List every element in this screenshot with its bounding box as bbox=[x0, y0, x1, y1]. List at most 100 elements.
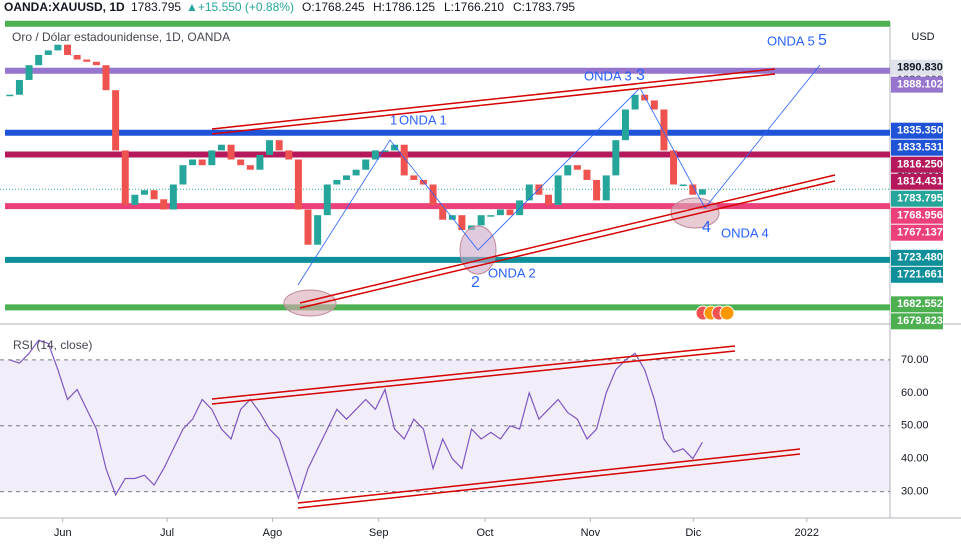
candle bbox=[410, 175, 418, 180]
candle bbox=[400, 144, 408, 176]
price-tag-label: 1833.531 bbox=[897, 142, 943, 154]
y-tick-label: 60.00 bbox=[901, 387, 929, 399]
price-tag bbox=[891, 76, 943, 93]
event-icon[interactable] bbox=[719, 305, 735, 321]
candle bbox=[246, 165, 254, 170]
x-tick-label: 2022 bbox=[795, 527, 819, 539]
price-tag bbox=[891, 249, 943, 266]
axis-layer: 1800.0001880.0001890.8301888.1021835.350… bbox=[54, 59, 943, 539]
header: OANDA:XAUUSD, 1D 1783.795 ▲+15.550 (+0.8… bbox=[4, 0, 935, 352]
candle bbox=[169, 184, 177, 210]
wave-label: ONDA 4 bbox=[721, 225, 769, 240]
candle bbox=[352, 169, 360, 176]
trend-line bbox=[211, 68, 776, 130]
price-tag-label: 1888.102 bbox=[897, 79, 943, 91]
candle bbox=[102, 65, 110, 91]
candle bbox=[179, 165, 187, 185]
candle bbox=[160, 199, 168, 210]
wave-label: ONDA 1 bbox=[399, 112, 447, 127]
candle bbox=[381, 150, 389, 152]
x-tick-label: Sep bbox=[369, 527, 389, 539]
candle bbox=[314, 215, 322, 245]
candle bbox=[217, 144, 225, 151]
price-tag-label: 1890.830 bbox=[897, 62, 943, 74]
candle bbox=[612, 140, 620, 176]
y-tick-label: 40.00 bbox=[901, 453, 929, 465]
candle bbox=[131, 194, 139, 205]
candle bbox=[477, 215, 485, 226]
candle bbox=[602, 175, 610, 201]
candle bbox=[621, 109, 629, 141]
price-tag bbox=[891, 207, 943, 224]
candle bbox=[83, 59, 91, 62]
candle bbox=[54, 44, 62, 51]
candle bbox=[391, 144, 399, 151]
candle bbox=[593, 179, 601, 201]
high: H:1786.125 bbox=[373, 0, 435, 14]
candle bbox=[121, 150, 129, 205]
candle bbox=[496, 209, 504, 216]
candle bbox=[112, 90, 120, 151]
wave-number: 5 bbox=[818, 32, 827, 49]
symbol: OANDA:XAUUSD, 1D bbox=[4, 0, 125, 14]
wave-number: 4 bbox=[702, 219, 711, 236]
wave-number: 3 bbox=[636, 67, 645, 84]
candle bbox=[294, 159, 302, 210]
price-tag bbox=[891, 266, 943, 283]
drawings bbox=[211, 64, 836, 509]
candle bbox=[25, 65, 33, 80]
candle bbox=[15, 79, 23, 95]
candle bbox=[371, 150, 379, 160]
candle bbox=[285, 150, 293, 160]
rsi-title: RSI (14, close) bbox=[13, 338, 92, 352]
price-tag-label: 1768.956 bbox=[897, 210, 943, 222]
change: ▲+15.550 (+0.88%) bbox=[186, 0, 294, 14]
trend-line bbox=[297, 453, 801, 509]
price-tag-label: 1721.661 bbox=[897, 269, 943, 281]
y-tick-label: 30.00 bbox=[901, 486, 929, 498]
candle bbox=[650, 100, 658, 110]
candle bbox=[64, 44, 72, 55]
highlight bbox=[283, 289, 337, 317]
candle bbox=[92, 61, 100, 66]
candle bbox=[304, 209, 312, 245]
rsi-band-layer bbox=[0, 359, 890, 492]
close: C:1783.795 bbox=[513, 0, 575, 14]
candle bbox=[689, 184, 697, 195]
currency: USD bbox=[911, 31, 934, 43]
annotations: 1 ONDA 1 2 ONDA 2 ONDA 3 3 4 ONDA 4 ONDA… bbox=[390, 32, 827, 291]
candle bbox=[458, 215, 466, 230]
candle bbox=[227, 144, 235, 160]
candle bbox=[189, 159, 197, 166]
price-tag-label: 1682.552 bbox=[897, 298, 943, 310]
price-tag bbox=[891, 173, 943, 190]
candle bbox=[583, 169, 591, 180]
price-tag-label: 1679.823 bbox=[897, 315, 943, 327]
candle bbox=[6, 94, 14, 97]
wave-label: ONDA 5 bbox=[767, 33, 815, 48]
x-tick-label: Oct bbox=[476, 527, 493, 539]
candle bbox=[506, 209, 514, 216]
chart-title: Oro / Dólar estadounidense, 1D, OANDA bbox=[12, 30, 230, 44]
level-layer bbox=[0, 20, 890, 493]
price-tag bbox=[891, 139, 943, 156]
x-tick-label: Nov bbox=[581, 527, 601, 539]
trend-line bbox=[211, 345, 736, 400]
candle bbox=[554, 175, 562, 205]
wave-label: ONDA 3 bbox=[584, 68, 632, 83]
rsi-line bbox=[9, 339, 703, 501]
candle bbox=[525, 184, 533, 201]
y-tick-label: 50.00 bbox=[901, 420, 929, 432]
candle bbox=[237, 159, 245, 166]
x-tick-label: Jul bbox=[160, 527, 174, 539]
price-tag bbox=[891, 122, 943, 139]
price-tag bbox=[891, 313, 943, 330]
candle bbox=[198, 159, 206, 166]
price-tag bbox=[891, 224, 943, 241]
rsi-band bbox=[0, 359, 890, 492]
candle bbox=[439, 204, 447, 220]
trend-line bbox=[211, 350, 736, 405]
candle bbox=[73, 54, 81, 60]
